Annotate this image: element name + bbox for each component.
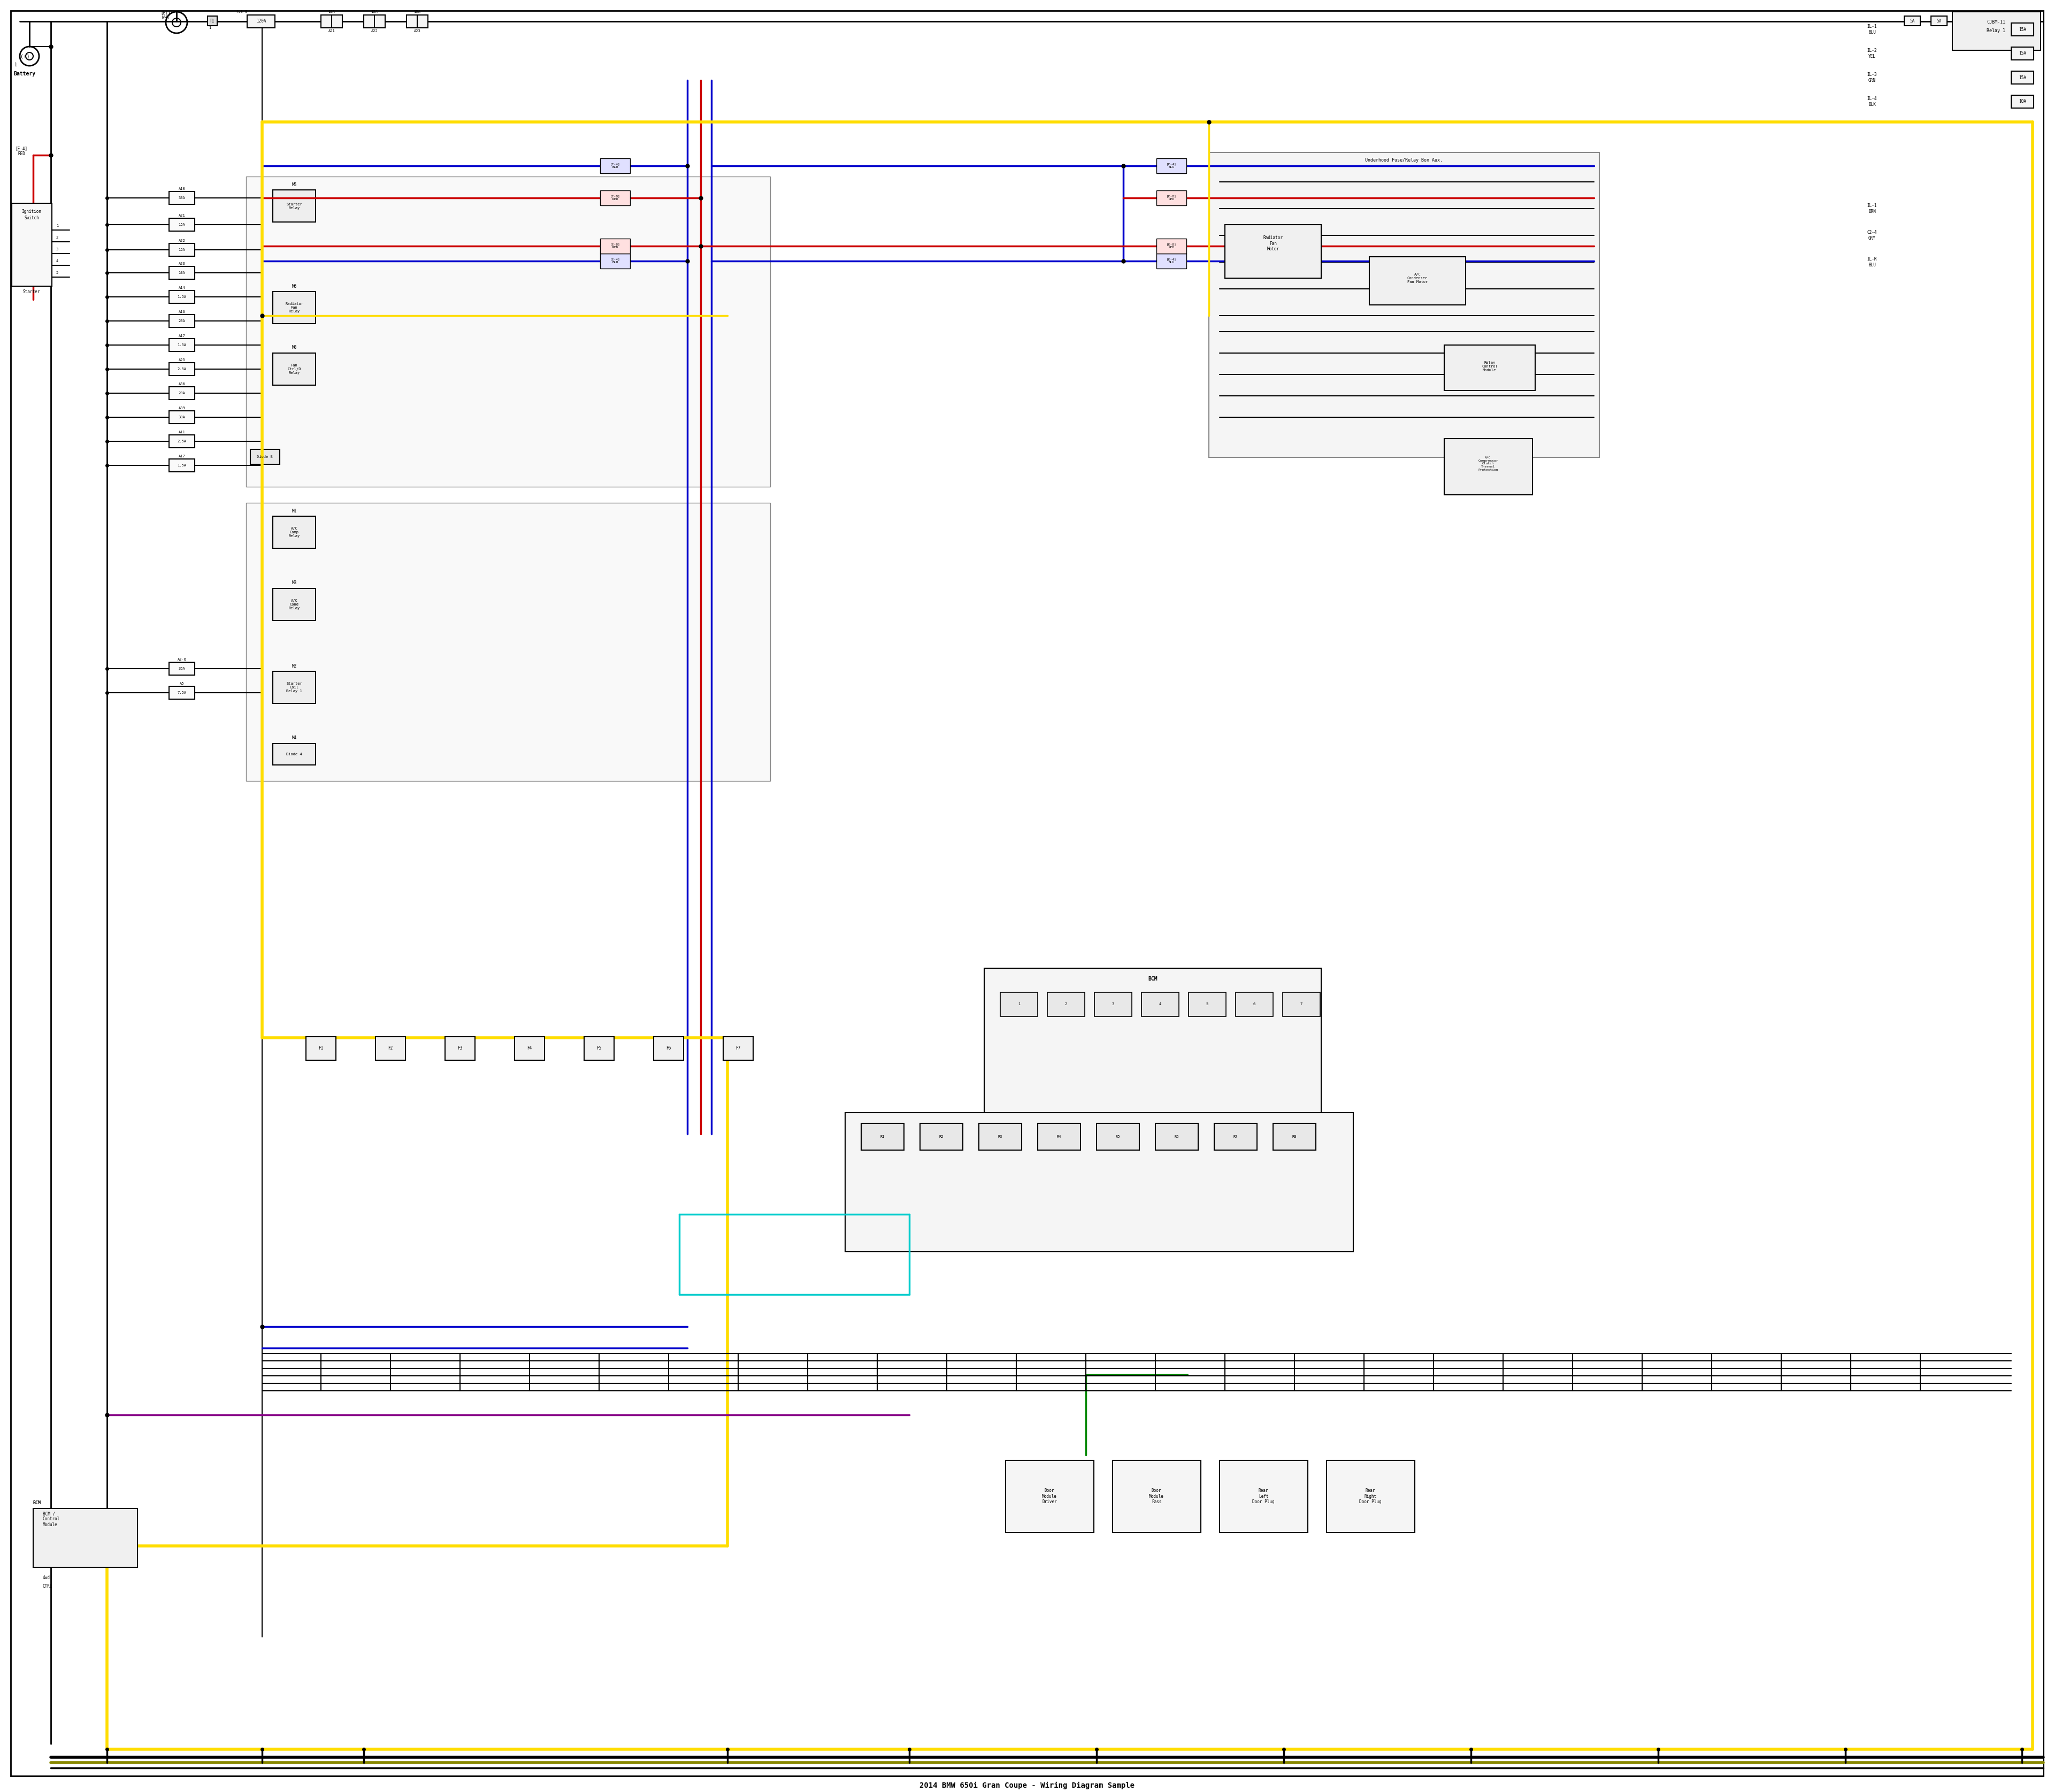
Text: T1: T1 <box>210 18 216 23</box>
Text: IL-1
BRN: IL-1 BRN <box>1867 204 1877 213</box>
Bar <box>446 1038 474 1061</box>
Text: Relay 1: Relay 1 <box>1986 29 2005 34</box>
Text: WHT: WHT <box>162 16 170 20</box>
Text: Diode B: Diode B <box>257 455 273 459</box>
Bar <box>168 410 195 423</box>
Text: 5: 5 <box>1206 1002 1208 1005</box>
Bar <box>516 1038 544 1061</box>
Text: 4.8-G: 4.8-G <box>236 11 246 13</box>
Text: A2-6: A2-6 <box>177 658 187 661</box>
Text: RED: RED <box>18 152 25 156</box>
Bar <box>1156 158 1187 174</box>
Bar <box>1931 16 1947 25</box>
Bar <box>168 219 195 231</box>
Bar <box>273 292 316 324</box>
Text: R3: R3 <box>998 1134 1002 1138</box>
Text: [E-4]
BLU: [E-4] BLU <box>1167 258 1177 263</box>
Text: IL-R
BLU: IL-R BLU <box>1867 256 1877 267</box>
Text: [E-8]
RED: [E-8] RED <box>610 244 620 249</box>
Bar <box>306 1038 337 1061</box>
Bar <box>600 190 631 206</box>
Bar <box>2011 95 2033 108</box>
Bar <box>168 244 195 256</box>
Text: 4wd: 4wd <box>43 1575 49 1581</box>
Bar <box>1095 993 1132 1016</box>
Text: A21: A21 <box>179 213 185 217</box>
Text: Underhood Fuse/Relay Box Aux.: Underhood Fuse/Relay Box Aux. <box>1366 158 1442 163</box>
Text: A/C
Condenser
Fan Motor: A/C Condenser Fan Motor <box>1407 272 1428 283</box>
Bar <box>2011 47 2033 59</box>
Text: [E-4]
BLU: [E-4] BLU <box>1167 163 1177 168</box>
Text: A36: A36 <box>179 382 185 385</box>
Text: [E-4]
BLU: [E-4] BLU <box>610 258 620 263</box>
Text: M2: M2 <box>292 663 296 668</box>
Bar <box>1142 993 1179 1016</box>
Text: A23: A23 <box>413 29 421 32</box>
Text: [E-8]
RED: [E-8] RED <box>610 195 620 201</box>
Text: 30A: 30A <box>179 416 185 419</box>
Text: 4: 4 <box>1158 1002 1161 1005</box>
Bar <box>168 192 195 204</box>
Text: M5: M5 <box>292 183 296 186</box>
Bar <box>844 1113 1354 1253</box>
Text: R2: R2 <box>939 1134 943 1138</box>
Text: M3: M3 <box>292 581 296 586</box>
Bar <box>33 1509 138 1568</box>
Text: Door
Module
Driver: Door Module Driver <box>1041 1487 1058 1503</box>
Bar <box>600 238 631 253</box>
Text: A22: A22 <box>372 29 378 32</box>
Bar <box>168 339 195 351</box>
Text: Starter
Coil
Relay 1: Starter Coil Relay 1 <box>286 683 302 694</box>
Text: 5A: 5A <box>1910 18 1914 23</box>
Text: 3: 3 <box>1111 1002 1113 1005</box>
Text: A25: A25 <box>179 358 185 362</box>
Text: 1: 1 <box>1019 1002 1021 1005</box>
Bar <box>251 450 279 464</box>
Bar <box>1000 993 1037 1016</box>
Text: M4: M4 <box>292 737 296 740</box>
Text: F1: F1 <box>318 1047 322 1050</box>
Text: 6: 6 <box>1253 1002 1255 1005</box>
Text: A5: A5 <box>179 683 185 685</box>
Text: R6: R6 <box>1175 1134 1179 1138</box>
Bar <box>1224 224 1321 278</box>
Text: 1: 1 <box>210 27 212 29</box>
Text: Door
Module
Pass: Door Module Pass <box>1148 1487 1165 1503</box>
Bar <box>168 362 195 376</box>
Text: M8: M8 <box>292 346 296 349</box>
Text: 15A: 15A <box>372 11 378 13</box>
Text: R5: R5 <box>1115 1134 1119 1138</box>
Bar <box>246 504 770 781</box>
Bar <box>1953 13 2040 50</box>
Bar <box>376 1038 405 1061</box>
Bar <box>984 968 1321 1134</box>
Bar <box>600 158 631 174</box>
Text: Starter
Relay: Starter Relay <box>286 202 302 210</box>
Text: C2-4
GRY: C2-4 GRY <box>1867 229 1877 240</box>
Text: 15A: 15A <box>179 249 185 251</box>
Bar <box>273 190 316 222</box>
Text: 5: 5 <box>55 271 58 274</box>
Bar <box>168 435 195 448</box>
Bar <box>1214 1124 1257 1150</box>
Bar <box>1006 1460 1095 1532</box>
Text: 5A: 5A <box>1937 18 1941 23</box>
Text: F3: F3 <box>458 1047 462 1050</box>
Bar <box>1444 346 1534 391</box>
Text: R8: R8 <box>1292 1134 1296 1138</box>
Text: Ignition: Ignition <box>23 210 41 213</box>
Bar <box>1156 238 1187 253</box>
Text: 20A: 20A <box>179 319 185 323</box>
Bar <box>653 1038 684 1061</box>
Text: A14: A14 <box>179 287 185 289</box>
Text: IL-4
BLK: IL-4 BLK <box>1867 97 1877 108</box>
Bar <box>920 1124 963 1150</box>
Text: F5: F5 <box>596 1047 602 1050</box>
Text: 10A: 10A <box>179 271 185 274</box>
Bar <box>723 1038 754 1061</box>
Bar <box>861 1124 904 1150</box>
Text: F2: F2 <box>388 1047 392 1050</box>
Bar <box>273 353 316 385</box>
Bar <box>1282 993 1321 1016</box>
Text: Relay
Control
Module: Relay Control Module <box>1481 360 1497 371</box>
